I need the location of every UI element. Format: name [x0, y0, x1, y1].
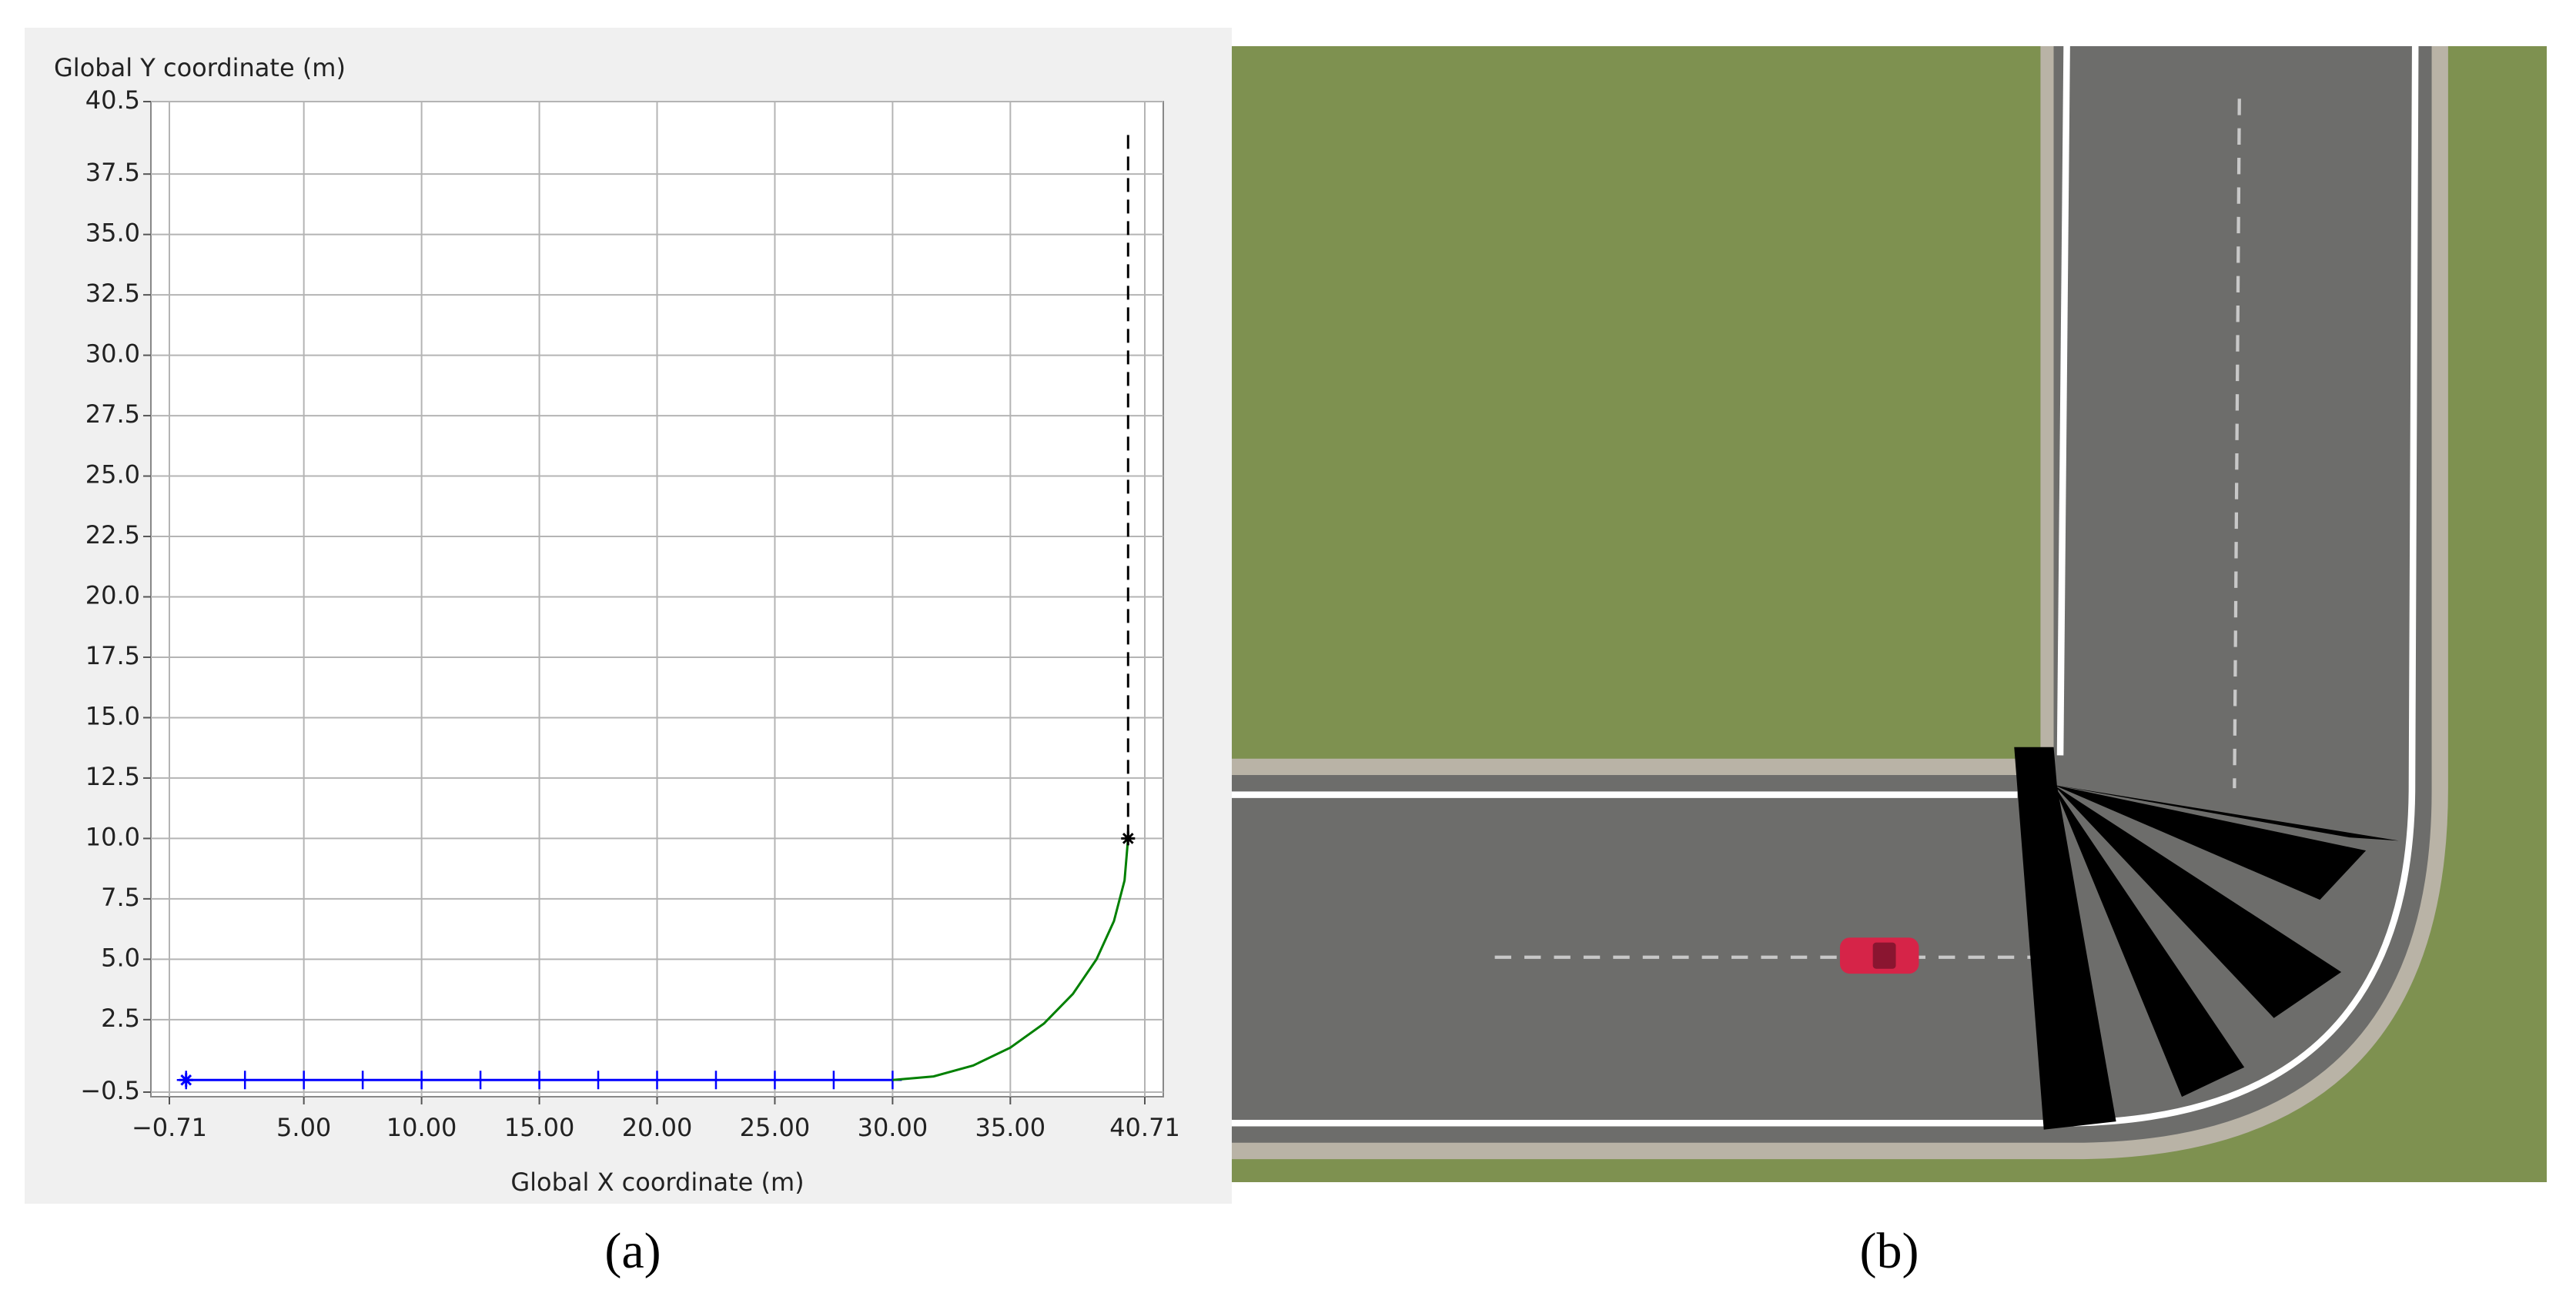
y-tick-label: 37.5	[85, 158, 140, 187]
y-tick-label: 20.0	[85, 581, 140, 610]
y-tick-label: 40.5	[85, 85, 140, 115]
beam	[2053, 784, 2367, 900]
series-line	[892, 838, 1129, 1081]
marker	[236, 1071, 255, 1090]
y-tick-label: 10.0	[85, 822, 140, 851]
x-tick-label: 35.00	[975, 1113, 1046, 1142]
point-marker	[179, 1073, 193, 1087]
sensor-beams	[2014, 747, 2399, 1130]
plot: −0.71 5.00 10.00 15.00 20.00 25.00 30.00 35.00 4…	[80, 85, 1180, 1142]
beam	[2014, 747, 2116, 1130]
x-tick-label: 10.00	[386, 1113, 457, 1142]
simulation-view	[1232, 46, 2547, 1182]
lane-line	[2073, 46, 2419, 1127]
y-tick-label: 30.0	[85, 339, 140, 369]
marker	[412, 1071, 431, 1090]
marker	[647, 1071, 667, 1090]
y-tick-label: 2.5	[101, 1004, 140, 1033]
marker	[471, 1071, 490, 1090]
x-tick-label: 15.00	[504, 1113, 575, 1142]
marker	[294, 1071, 313, 1090]
beam	[2053, 784, 2342, 1018]
x-tick-label: 5.00	[276, 1113, 331, 1142]
y-tick-label: 25.0	[85, 460, 140, 489]
point-marker	[1121, 831, 1136, 846]
marker	[589, 1071, 608, 1090]
panel-label: (b)	[1860, 1223, 1919, 1279]
marker	[706, 1071, 725, 1090]
center-line	[2233, 99, 2241, 789]
marker	[530, 1071, 549, 1090]
y-axis-title: Global Y coordinate (m)	[54, 53, 346, 82]
x-tick-label: 20.00	[622, 1113, 693, 1142]
y-tick-label: 35.0	[85, 219, 140, 248]
marker	[765, 1071, 785, 1090]
x-tick-label: 30.00	[858, 1113, 928, 1142]
lane-line	[2056, 46, 2070, 756]
y-tick-label: −0.5	[80, 1076, 140, 1105]
y-tick-label: 12.5	[85, 762, 140, 791]
beam	[2053, 784, 2245, 1098]
y-tick-label: 22.5	[85, 520, 140, 550]
x-tick-label: −0.71	[132, 1113, 207, 1142]
panel-label: (a)	[604, 1223, 661, 1279]
car-roof	[1872, 942, 1896, 969]
y-tick-label: 27.5	[85, 399, 140, 429]
y-tick-label: 32.5	[85, 279, 140, 308]
y-tick-label: 7.5	[101, 883, 140, 912]
y-tick-label: 15.0	[85, 701, 140, 730]
x-tick-label: 40.71	[1109, 1113, 1180, 1142]
marker	[353, 1071, 373, 1090]
y-tick-label: 5.0	[101, 943, 140, 972]
x-axis-title: Global X coordinate (m)	[510, 1168, 804, 1197]
road	[1232, 46, 2432, 1143]
x-tick-label: 25.00	[740, 1113, 811, 1142]
marker	[824, 1071, 843, 1090]
y-tick-label: 17.5	[85, 641, 140, 670]
